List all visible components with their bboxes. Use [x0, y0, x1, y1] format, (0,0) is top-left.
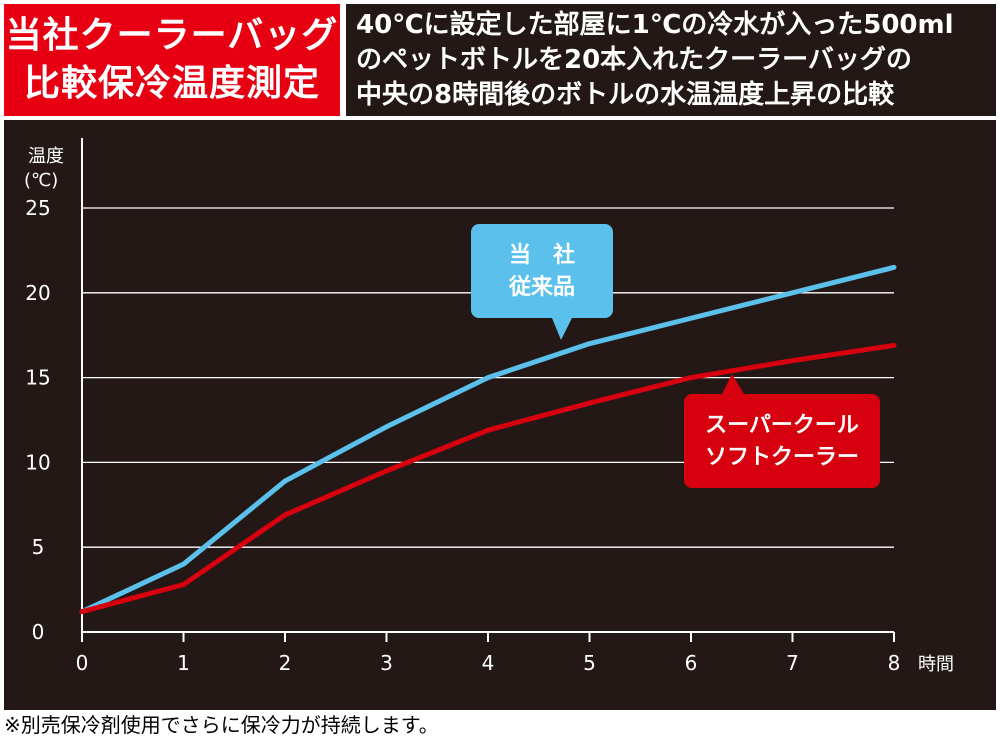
x-tick-label: 8 [888, 651, 901, 675]
y-axis-unit-label: (℃) [24, 170, 58, 191]
series-line-1 [79, 342, 897, 615]
series-label: 従来品 [508, 274, 575, 300]
x-tick-label: 3 [380, 651, 393, 675]
line-chart: 0 5 10 15 20 25 0 1 2 3 4 5 6 7 8 温度 (℃) 時間 当 社従来品スーパークールソ… [24, 138, 954, 675]
chart-panel: 0 5 10 15 20 25 0 1 2 3 4 5 6 7 8 温度 (℃) 時間 当 社従来品スーパークールソ… [4, 120, 996, 710]
x-tick-label: 2 [279, 651, 292, 675]
chart-title-line: 当社クーラーバッグ [5, 15, 339, 56]
series-label: ソフトクーラー [705, 445, 859, 470]
x-tick-label: 4 [482, 651, 495, 675]
x-tick-label: 7 [786, 651, 799, 675]
x-tick-label: 5 [583, 651, 596, 675]
series-callout-tail-1 [722, 374, 744, 394]
series-callout-0 [471, 224, 613, 318]
series-callout-tail-0 [552, 318, 572, 340]
y-tick-label: 10 [25, 450, 50, 474]
x-tick-label: 0 [76, 651, 89, 675]
series-label: 当 社 [509, 242, 575, 268]
y-tick-label: 5 [32, 535, 45, 559]
x-tick-label: 6 [685, 651, 698, 675]
chart-title: 当社クーラーバッグ 比較保冷温度測定 [4, 4, 340, 116]
chart-title-line: 比較保冷温度測定 [23, 63, 320, 104]
description-line: 40℃に設定した部屋に1℃の冷水が入った500ml [356, 9, 954, 40]
x-axis-label: 時間 [918, 654, 954, 675]
description-line: のペットボトルを20本入れたクーラーバッグの [356, 44, 912, 75]
y-tick-label: 25 [25, 196, 50, 220]
y-tick-label: 0 [32, 620, 45, 644]
footnote: ※別売保冷剤使用でさらに保冷力が持続します。 [4, 713, 439, 737]
y-tick-label: 15 [25, 366, 50, 390]
y-axis-label: 温度 [28, 146, 64, 167]
series-label: スーパークール [705, 413, 859, 438]
x-tick-label: 1 [177, 651, 190, 675]
series-line-0 [79, 264, 897, 615]
description-line: 中央の8時間後のボトルの水温温度上昇の比較 [356, 79, 895, 110]
chart-description: 40℃に設定した部屋に1℃の冷水が入った500ml のペットボトルを20本入れた… [346, 4, 996, 116]
series-callout-1 [684, 394, 880, 488]
y-tick-label: 20 [25, 281, 50, 305]
